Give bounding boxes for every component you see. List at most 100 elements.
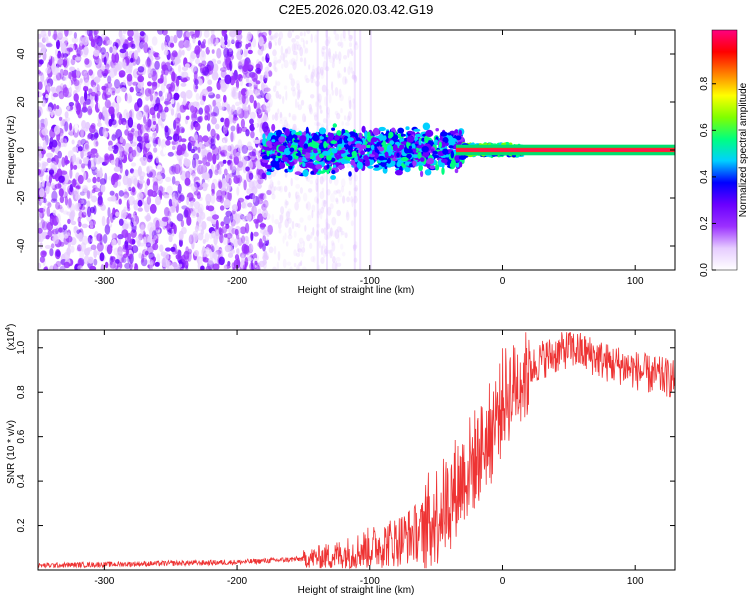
heatmap-cell [279, 214, 283, 224]
heatmap-cell [111, 145, 119, 150]
heatmap-cell [90, 244, 97, 251]
heatmap-cell [77, 265, 83, 270]
heatmap-cell [57, 30, 64, 39]
heatmap-cell [391, 157, 398, 162]
heatmap-cell [295, 252, 301, 257]
heatmap-cell [343, 135, 349, 144]
heatmap-cell [258, 238, 263, 249]
heatmap-cell [175, 254, 182, 260]
heatmap-cell [290, 177, 293, 187]
heatmap-cell [293, 249, 297, 257]
heatmap-cell [55, 260, 62, 268]
heatmap-cell [223, 144, 229, 151]
heatmap-cell [199, 211, 206, 220]
heatmap-cell [166, 91, 173, 102]
heatmap-cell [268, 40, 272, 50]
heatmap-cell [53, 226, 59, 232]
heatmap-cell [124, 129, 129, 136]
heatmap-cell [399, 138, 405, 142]
heatmap-cell [151, 81, 158, 87]
heatmap-cell [122, 79, 126, 86]
heatmap-cell [253, 139, 261, 144]
heatmap-cell [120, 87, 127, 93]
heatmap-cell [284, 172, 288, 178]
x-tick-label: -100 [360, 576, 380, 587]
heatmap-cell [322, 249, 326, 259]
heatmap-cell [340, 33, 343, 43]
heatmap-cell [112, 173, 119, 181]
heatmap-cell [153, 103, 159, 112]
heatmap-cell [93, 30, 99, 36]
heatmap-cell [214, 38, 219, 45]
heatmap-cell [441, 158, 448, 163]
heatmap-cell [307, 104, 312, 110]
heatmap-cell [63, 252, 70, 260]
heatmap-cell [328, 55, 334, 64]
heatmap-cell [109, 261, 116, 269]
heatmap-cell [317, 93, 322, 103]
heatmap-cell [310, 33, 313, 43]
heatmap-cell [211, 30, 215, 36]
heatmap-cell [335, 197, 339, 203]
heatmap-cell [173, 122, 181, 128]
heatmap-cell [185, 115, 190, 121]
heatmap-cell [201, 50, 205, 58]
heatmap-cell [277, 152, 281, 157]
heatmap-cell [71, 37, 79, 44]
heatmap-cell [56, 58, 64, 65]
heatmap-cell [261, 172, 267, 179]
heatmap-cell [344, 78, 349, 84]
heatmap-cell [292, 30, 294, 33]
heatmap-cell [268, 61, 272, 68]
heatmap-cell [191, 112, 198, 122]
heatmap-cell [218, 139, 226, 148]
heatmap-cell [38, 109, 41, 118]
heatmap-cell [99, 167, 103, 178]
heatmap-cell [341, 160, 345, 165]
heatmap-cell [333, 177, 339, 186]
heatmap-cell [354, 241, 358, 248]
heatmap-cell [283, 59, 289, 69]
heatmap-cell [303, 45, 307, 55]
heatmap-cell [336, 209, 342, 217]
heatmap-cell [133, 214, 139, 225]
heatmap-cell [268, 30, 272, 36]
heatmap-cell [218, 169, 222, 175]
heatmap-cell [110, 159, 116, 165]
heatmap-cell [163, 49, 169, 56]
heatmap-cell [122, 59, 127, 70]
heatmap-cell [247, 64, 254, 70]
heatmap-cell [250, 231, 254, 242]
heatmap-cell [41, 44, 46, 55]
heatmap-cell [400, 156, 409, 162]
heatmap-cell [51, 190, 58, 202]
heatmap-cell [345, 121, 350, 127]
heatmap-cell [50, 198, 58, 203]
heatmap-cell [278, 228, 282, 234]
heatmap-cell [40, 72, 45, 83]
heatmap-cell [351, 199, 354, 208]
heatmap-cell [163, 75, 167, 87]
heatmap-cell [295, 191, 300, 199]
heatmap-cell [50, 243, 55, 249]
heatmap-cell [331, 61, 335, 69]
heatmap-cell [79, 36, 84, 47]
heatmap-cell [50, 147, 55, 152]
heatmap-cell [261, 209, 269, 218]
heatmap-cell [310, 256, 315, 263]
heatmap-cell [145, 118, 152, 128]
heatmap-cell [367, 165, 374, 169]
heatmap-cell [130, 175, 138, 185]
heatmap-cell [339, 94, 344, 102]
heatmap-cell [95, 181, 101, 192]
heatmap-cell [111, 30, 117, 42]
heatmap-cell [161, 257, 168, 268]
heatmap-cell [147, 222, 155, 233]
heatmap-cell [192, 146, 198, 151]
heatmap-cell [145, 165, 153, 173]
heatmap-cell [240, 118, 245, 129]
heatmap-cell [77, 139, 82, 147]
heatmap-cell [161, 42, 165, 51]
y-tick-label: 0.6 [16, 429, 27, 443]
heatmap-cell [346, 196, 350, 203]
